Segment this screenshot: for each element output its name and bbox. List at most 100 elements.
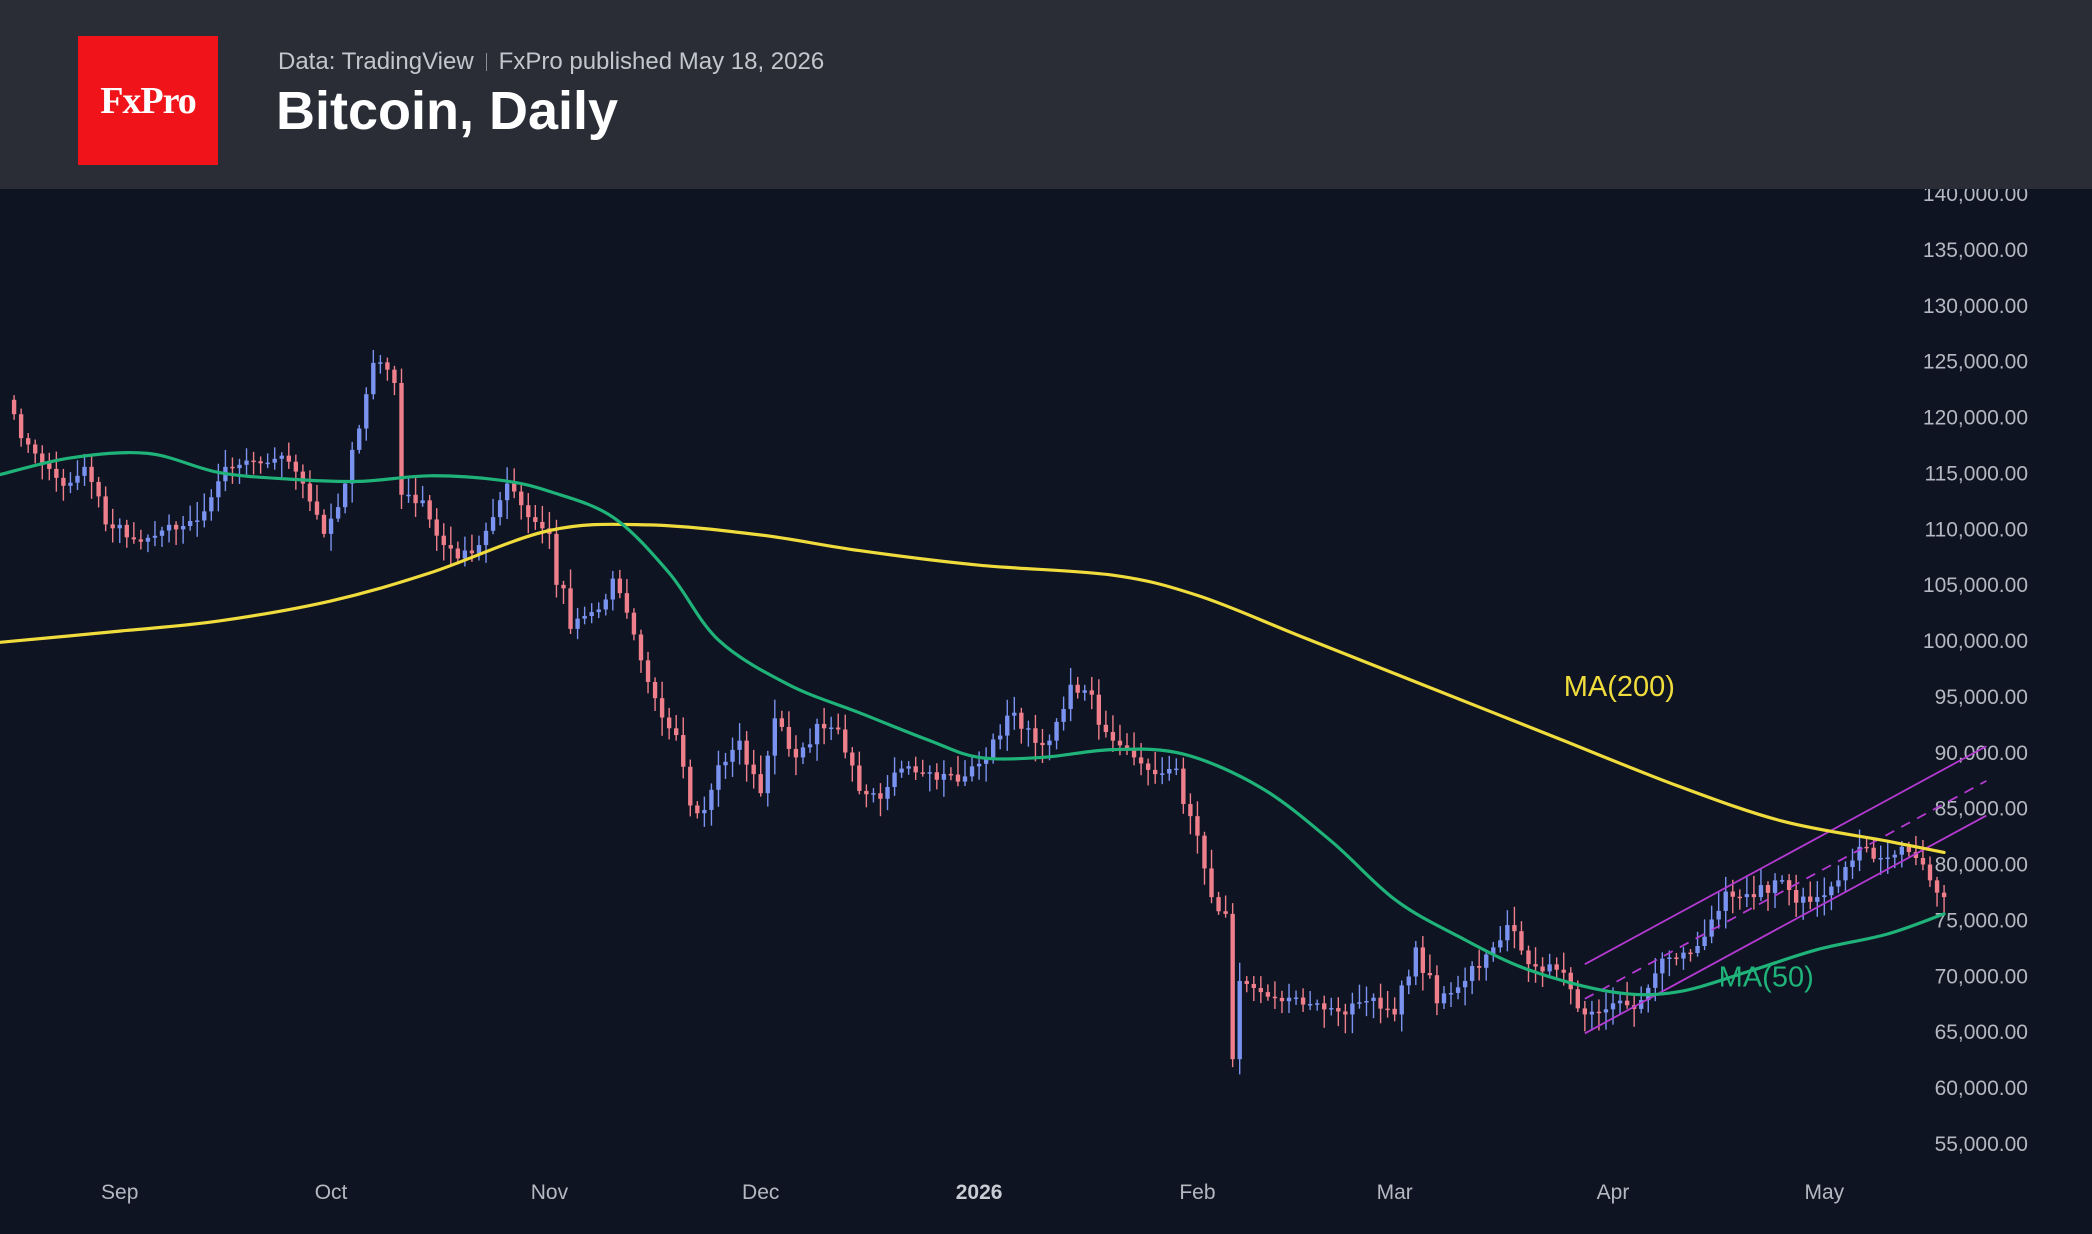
candle-body [1033, 728, 1038, 743]
candle [286, 442, 291, 469]
candle-body [589, 612, 594, 616]
candle [1519, 921, 1524, 955]
candle [1054, 718, 1059, 750]
candle [1061, 696, 1066, 731]
candle [237, 458, 242, 484]
candle-body [765, 755, 770, 794]
candle-body [1850, 860, 1855, 868]
candle [1815, 881, 1820, 917]
candle [117, 518, 122, 544]
candle-body [1617, 1000, 1623, 1004]
candle [1181, 757, 1186, 814]
candle [948, 767, 954, 781]
candle-body [709, 789, 714, 810]
candle-body [1364, 1001, 1369, 1003]
candle [1371, 993, 1376, 1019]
y-tick-label: 95,000.00 [1935, 686, 2028, 709]
candle [314, 484, 320, 520]
candle [1484, 950, 1489, 981]
candle-body [1096, 694, 1102, 725]
candle-body [1279, 997, 1285, 1002]
candle [18, 408, 24, 447]
candle [364, 387, 369, 441]
y-tick-label: 60,000.00 [1935, 1077, 2028, 1100]
candle [920, 759, 925, 777]
candle-body [371, 362, 376, 395]
candle [75, 460, 80, 491]
bitcoin-daily-chart: 140,000.00 135,000.00 130,000.00 125,000.00… [0, 189, 2028, 1204]
candle-body [47, 463, 52, 469]
candle-body [955, 774, 961, 782]
candle [1554, 957, 1559, 980]
candle-body [1688, 952, 1693, 955]
candle [1505, 910, 1510, 952]
candle-body [1406, 976, 1411, 986]
candle [335, 493, 341, 523]
candle-body [793, 748, 799, 758]
candle-body [1258, 988, 1264, 993]
candle-body [293, 461, 299, 472]
candle-body [1019, 712, 1024, 729]
candle [504, 467, 510, 519]
candle [828, 716, 834, 741]
candle [1427, 954, 1433, 979]
candle [1850, 848, 1855, 879]
candle-body [195, 520, 200, 522]
candle-body [1857, 846, 1862, 861]
candle-body [941, 773, 947, 780]
candle-body [1737, 896, 1742, 899]
candle [223, 449, 228, 492]
candle [1498, 926, 1503, 953]
candle [1751, 875, 1757, 910]
candle-body [89, 466, 94, 482]
candle [737, 723, 742, 765]
candle-body [1871, 847, 1876, 859]
candle [941, 760, 947, 797]
candle-body [1913, 852, 1919, 858]
candle [1941, 885, 1947, 914]
candle [779, 710, 785, 732]
candle [864, 784, 869, 808]
candle-body [1469, 966, 1475, 981]
candle [1286, 983, 1292, 1014]
candle-body [843, 729, 848, 753]
candle [1793, 874, 1799, 917]
x-tick-label: Nov [531, 1181, 569, 1204]
candle [47, 452, 52, 481]
x-tick-label: Feb [1179, 1181, 1215, 1204]
candle-body [1885, 857, 1890, 860]
candle-body [1709, 919, 1714, 937]
x-tick-label: Apr [1597, 1181, 1630, 1204]
candle [1448, 982, 1454, 1007]
candle [1934, 876, 1940, 907]
candle-body [357, 428, 362, 450]
candle-body [1103, 724, 1109, 733]
candle-body [1251, 983, 1256, 989]
candle [1829, 881, 1834, 911]
candle [272, 447, 277, 470]
candle [378, 355, 383, 374]
candle-body [25, 438, 31, 445]
candle [786, 711, 792, 757]
candle-body [1801, 896, 1806, 903]
candle [885, 774, 890, 811]
candle-body [364, 394, 369, 429]
data-source: Data: TradingView [278, 48, 474, 75]
candle [1920, 839, 1926, 871]
candle [554, 519, 559, 598]
candle-body [1568, 972, 1573, 990]
candle [1836, 865, 1841, 894]
candle-body [596, 609, 601, 613]
candle [1005, 699, 1010, 751]
candle [906, 761, 911, 775]
candle-body [350, 449, 355, 484]
candle-body [335, 507, 341, 519]
candle [371, 349, 376, 400]
candle-body [434, 519, 439, 536]
candle-body [1441, 993, 1447, 1004]
candle [1329, 997, 1334, 1016]
candle-body [1498, 940, 1503, 948]
candle [1300, 988, 1306, 1012]
candle-body [1378, 997, 1383, 1009]
candle-body [1272, 996, 1278, 999]
